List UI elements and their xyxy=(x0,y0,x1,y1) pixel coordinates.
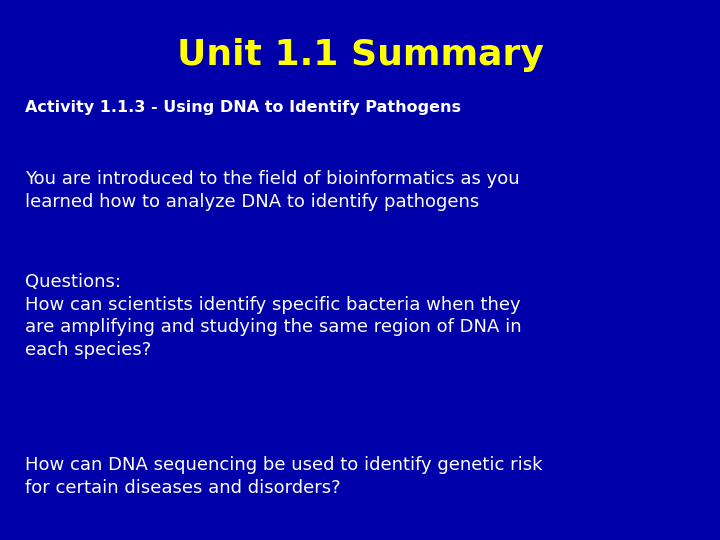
Text: Activity 1.1.3 - Using DNA to Identify Pathogens: Activity 1.1.3 - Using DNA to Identify P… xyxy=(25,100,462,115)
Text: Unit 1.1 Summary: Unit 1.1 Summary xyxy=(176,38,544,72)
Text: How can DNA sequencing be used to identify genetic risk
for certain diseases and: How can DNA sequencing be used to identi… xyxy=(25,456,543,497)
Text: Questions:
How can scientists identify specific bacteria when they
are amplifyin: Questions: How can scientists identify s… xyxy=(25,273,522,360)
Text: You are introduced to the field of bioinformatics as you
learned how to analyze : You are introduced to the field of bioin… xyxy=(25,170,520,211)
